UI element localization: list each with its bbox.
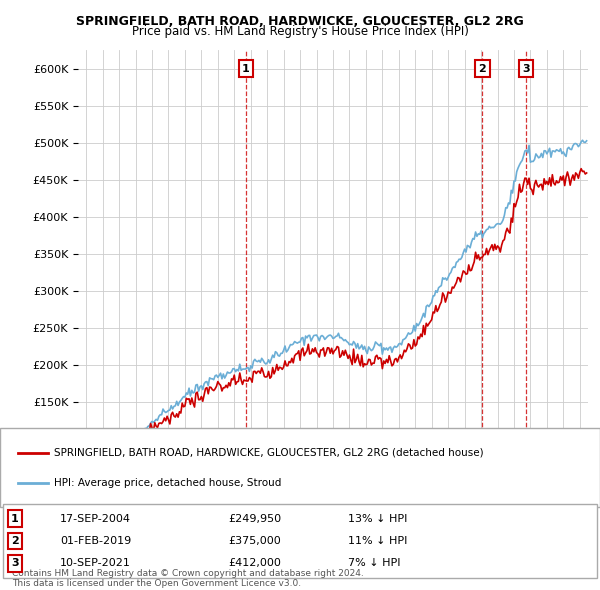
Text: 3: 3 bbox=[522, 64, 529, 74]
Text: 11% ↓ HPI: 11% ↓ HPI bbox=[348, 536, 407, 546]
Text: Price paid vs. HM Land Registry's House Price Index (HPI): Price paid vs. HM Land Registry's House … bbox=[131, 25, 469, 38]
Text: 01-FEB-2019: 01-FEB-2019 bbox=[60, 536, 131, 546]
Text: 1: 1 bbox=[11, 514, 19, 523]
Text: £375,000: £375,000 bbox=[228, 536, 281, 546]
Text: HPI: Average price, detached house, Stroud: HPI: Average price, detached house, Stro… bbox=[54, 477, 281, 487]
Text: 2: 2 bbox=[11, 536, 19, 546]
Text: SPRINGFIELD, BATH ROAD, HARDWICKE, GLOUCESTER, GL2 2RG (detached house): SPRINGFIELD, BATH ROAD, HARDWICKE, GLOUC… bbox=[54, 448, 484, 458]
Text: 3: 3 bbox=[11, 559, 19, 568]
Text: SPRINGFIELD, BATH ROAD, HARDWICKE, GLOUCESTER, GL2 2RG: SPRINGFIELD, BATH ROAD, HARDWICKE, GLOUC… bbox=[76, 15, 524, 28]
Text: 13% ↓ HPI: 13% ↓ HPI bbox=[348, 514, 407, 523]
Text: 7% ↓ HPI: 7% ↓ HPI bbox=[348, 559, 401, 568]
Text: £412,000: £412,000 bbox=[228, 559, 281, 568]
Text: 10-SEP-2021: 10-SEP-2021 bbox=[60, 559, 131, 568]
Text: Contains HM Land Registry data © Crown copyright and database right 2024.
This d: Contains HM Land Registry data © Crown c… bbox=[12, 569, 364, 588]
Text: 17-SEP-2004: 17-SEP-2004 bbox=[60, 514, 131, 523]
Text: 2: 2 bbox=[479, 64, 486, 74]
Text: 1: 1 bbox=[242, 64, 250, 74]
Text: £249,950: £249,950 bbox=[228, 514, 281, 523]
